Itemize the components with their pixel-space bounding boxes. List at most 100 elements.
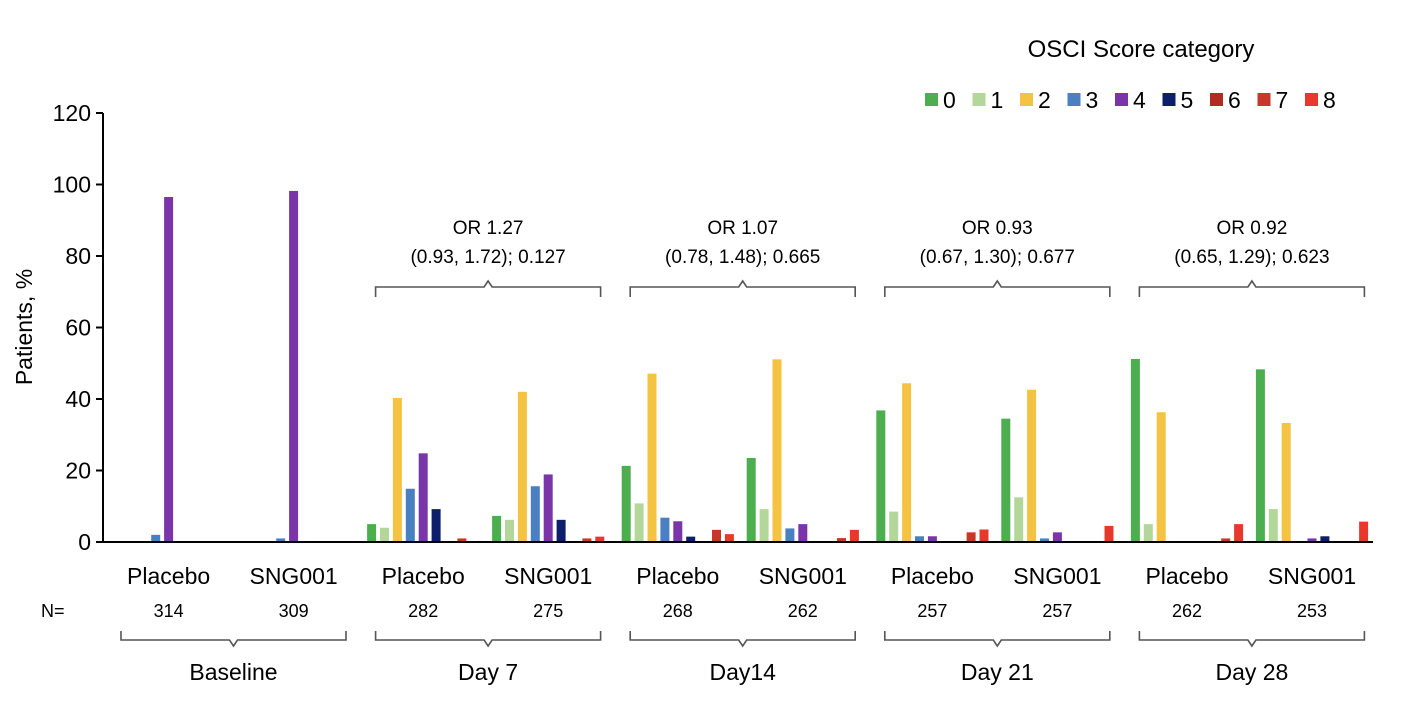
legend-title: OSCI Score category [1028,36,1255,63]
arm-label: Placebo [636,563,719,589]
legend-label-2: 2 [1038,87,1051,113]
legend-label-8: 8 [1323,87,1336,113]
bar-day7-placebo-cat2 [392,397,402,542]
bar-day14-placebo-cat2 [647,373,657,542]
bar-day28-sng001-cat2 [1281,422,1291,542]
legend-swatch-3 [1067,93,1081,106]
y-tick-label: 20 [65,458,91,484]
odds-ratio-label: OR 0.93 [962,218,1033,239]
legend: OSCI Score category 0 1 2 3 4 5 6 7 8 [925,36,1336,113]
n-prefix-label: N= [41,601,65,621]
arm-label: SNG001 [1013,563,1101,589]
group-bracket [884,631,1111,648]
bar-day14-placebo-cat4 [673,521,683,542]
y-axis: 0 20 40 60 80 100 120 [53,100,104,555]
bar-day14-sng001-cat7 [837,538,846,542]
bar-day14-sng001-cat0 [746,457,756,542]
bar-day28-placebo-cat8 [1234,524,1244,542]
bar-baseline-placebo-cat4 [164,197,174,542]
odds-ratio-bracket [374,279,602,297]
bar-baseline-sng001-cat3 [276,538,286,542]
x-axis-labels: Placebo 314 SNG001 309 Baseline Placebo 282 SNG… [41,563,1366,685]
legend-swatch-2 [1020,93,1033,106]
n-value: 314 [154,601,184,621]
group-label: Baseline [189,659,277,685]
bar-day21-sng001-cat1 [1014,497,1024,542]
bar-day28-placebo-cat1 [1143,524,1153,542]
y-tick-label: 0 [78,529,91,555]
n-value: 257 [917,601,947,621]
odds-ratio-bracket [1138,279,1366,297]
group-label: Day 7 [458,659,518,685]
n-value: 275 [533,601,563,621]
bar-day7-sng001-cat0 [492,515,502,542]
y-axis-label: Patients, % [11,269,37,385]
bar-day21-sng001-cat0 [1001,418,1011,542]
y-tick-label: 60 [65,315,91,341]
y-tick-label: 120 [53,100,91,126]
odds-ratio-ci: (0.65, 1.29); 0.623 [1174,247,1329,268]
legend-swatch-1 [972,93,986,106]
bar-day28-sng001-cat5 [1320,536,1330,542]
n-value: 268 [663,601,693,621]
arm-label: SNG001 [1268,563,1356,589]
bar-day28-sng001-cat0 [1255,369,1265,542]
group-bracket [374,631,602,648]
bar-day14-sng001-cat3 [785,528,795,542]
bar-day7-sng001-cat8 [595,536,605,542]
bar-day7-placebo-cat1 [380,527,389,542]
group-bracket [120,631,347,648]
group-label: Day14 [709,659,776,685]
odds-ratio-bracket [629,279,856,297]
y-tick-label: 80 [65,243,91,269]
bar-day7-placebo-cat4 [418,453,428,542]
n-value: 257 [1042,601,1072,621]
n-value: 309 [279,601,309,621]
bar-day28-placebo-cat2 [1156,412,1166,542]
bar-day7-sng001-cat5 [556,519,566,542]
bar-day14-placebo-cat1 [634,503,644,542]
bar-day21-placebo-cat7 [966,532,976,542]
bar-day14-placebo-cat7 [712,529,721,542]
bar-day28-placebo-cat7 [1221,538,1231,542]
legend-swatch-6 [1210,93,1223,106]
bar-day21-placebo-cat0 [876,410,886,542]
y-tick-label: 40 [65,386,91,412]
bar-day7-placebo-cat5 [431,509,441,542]
bar-day21-sng001-cat3 [1040,538,1049,542]
bar-day28-sng001-cat8 [1359,521,1369,542]
odds-ratio-annotations: OR 1.27 (0.93, 1.72); 0.127 OR 1.07 (0.78, … [374,218,1366,297]
bar-day21-sng001-cat2 [1027,389,1037,542]
bar-baseline-sng001-cat4 [289,190,299,542]
bar-day14-sng001-cat1 [759,509,769,542]
legend-swatch-5 [1162,93,1176,106]
legend-label-1: 1 [991,87,1004,113]
n-value: 262 [1172,601,1202,621]
bar-day28-sng001-cat4 [1307,538,1317,542]
bar-day21-placebo-cat2 [902,383,912,542]
arm-label: SNG001 [249,563,337,589]
arm-label: SNG001 [504,563,592,589]
bar-day7-placebo-cat3 [405,488,415,542]
odds-ratio-label: OR 1.27 [453,218,524,239]
bar-day21-sng001-cat4 [1052,532,1062,542]
bar-day7-placebo-cat7 [457,538,467,542]
bar-day21-placebo-cat1 [889,511,899,542]
arm-label: Placebo [127,563,210,589]
legend-label-0: 0 [943,87,956,113]
legend-label-3: 3 [1086,87,1099,113]
odds-ratio-ci: (0.93, 1.72); 0.127 [410,247,565,268]
bar-day14-sng001-cat8 [849,529,859,542]
legend-swatch-7 [1257,93,1271,106]
legend-swatch-4 [1115,93,1128,106]
odds-ratio-label: OR 0.92 [1217,218,1288,239]
bar-day14-placebo-cat5 [686,536,696,542]
legend-label-5: 5 [1181,87,1194,113]
bar-day28-sng001-cat1 [1268,509,1278,542]
group-label: Day 28 [1215,659,1288,685]
bar-day7-sng001-cat1 [505,519,514,542]
bar-day7-placebo-cat0 [367,524,377,542]
bar-day7-sng001-cat4 [543,474,553,542]
bar-day14-sng001-cat4 [798,524,808,542]
